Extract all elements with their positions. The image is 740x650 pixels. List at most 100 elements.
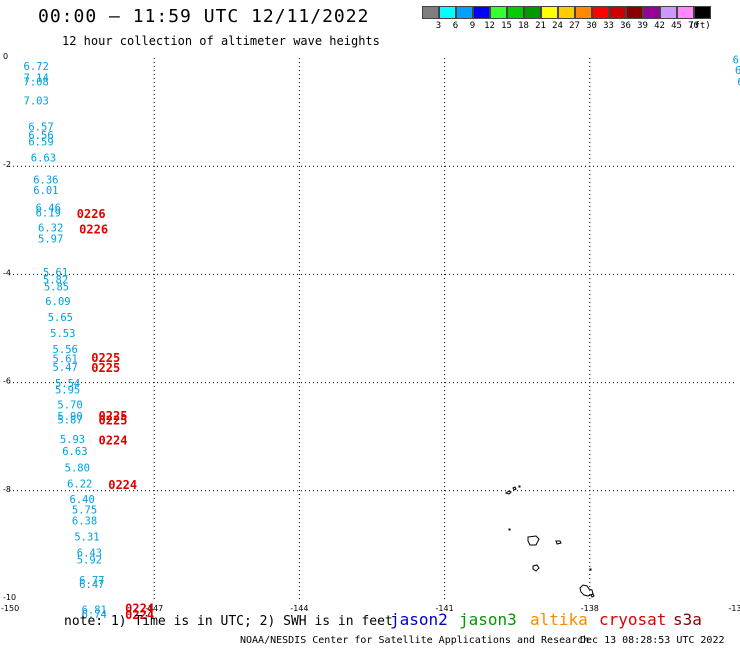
legend-jason3: jason3 xyxy=(459,610,517,629)
wave-height-label: 6.38 xyxy=(72,515,97,527)
map-title: 00:00 — 11:59 UTC 12/11/2022 xyxy=(38,6,370,27)
credit-text: NOAA/NESDIS Center for Satellite Applica… xyxy=(240,635,590,646)
wave-height-label: 6.56 xyxy=(28,130,53,142)
time-label: 0224 xyxy=(125,602,154,616)
wave-height-label: 5.95 xyxy=(55,384,80,396)
wave-height-label: 5.61 xyxy=(53,354,78,366)
wave-height-label: 5.92 xyxy=(77,554,102,566)
lat-tick-label: -2 xyxy=(3,160,11,169)
time-label: 0224 xyxy=(125,608,154,622)
lon-tick-label: -141 xyxy=(436,604,454,613)
scale-label: 45 xyxy=(671,21,682,31)
scale-swatch xyxy=(439,6,456,19)
scale-unit: (ft) xyxy=(689,21,711,31)
scale-swatch xyxy=(643,6,660,19)
time-label: 0226 xyxy=(77,207,106,221)
wave-height-label: 5.93 xyxy=(60,434,85,446)
wave-height-label: 6.1 xyxy=(733,54,740,66)
wave-height-label: 6.40 xyxy=(70,494,95,506)
time-label: 0225 xyxy=(91,361,120,375)
scale-swatch xyxy=(694,6,711,19)
scale-swatch xyxy=(507,6,524,19)
legend-jason2: jason2 xyxy=(390,610,448,629)
island-outline xyxy=(504,490,512,495)
scale-swatch xyxy=(541,6,558,19)
wave-height-label: 6.22 xyxy=(67,479,92,491)
legend-altika: altika xyxy=(530,610,588,629)
wave-height-label: 6.43 xyxy=(77,547,102,559)
wave-height-label: 6.09 xyxy=(45,296,70,308)
time-label: 0225 xyxy=(99,413,128,427)
scale-swatch xyxy=(575,6,592,19)
scale-label: 30 xyxy=(586,21,597,31)
wave-height-label: 6.4 xyxy=(737,77,740,89)
wave-height-label: 5.75 xyxy=(72,505,97,517)
wave-height-label: 6.57 xyxy=(28,121,53,133)
scale-swatch xyxy=(626,6,643,19)
scale-swatch xyxy=(422,6,439,19)
lon-tick-label: -138 xyxy=(581,604,599,613)
scale-label: 18 xyxy=(518,21,529,31)
scale-label: 70 xyxy=(688,21,699,31)
scale-swatch xyxy=(677,6,694,19)
island-outline xyxy=(555,540,562,545)
scale-label: 33 xyxy=(603,21,614,31)
scale-swatch xyxy=(490,6,507,19)
wave-height-label: 5.54 xyxy=(55,378,80,390)
scale-label: 21 xyxy=(535,21,546,31)
time-label: 0224 xyxy=(99,433,128,447)
scale-label: 6 xyxy=(452,21,459,31)
wave-height-label: 6.81 xyxy=(82,605,107,617)
scale-swatch xyxy=(473,6,490,19)
scale-swatch xyxy=(558,6,575,19)
wave-height-label: 5.82 xyxy=(43,275,68,287)
wave-height-label: 7.08 xyxy=(24,77,49,89)
legend-s3a: s3a xyxy=(673,610,702,629)
lat-tick-label: -6 xyxy=(3,377,11,386)
lat-tick-label: 0 xyxy=(3,52,8,61)
scale-label: 24 xyxy=(552,21,563,31)
wave-height-label: 6.74 xyxy=(82,609,107,621)
time-label: 0226 xyxy=(79,222,108,236)
wave-height-label: 7.14 xyxy=(24,72,49,84)
wave-height-label: 6.59 xyxy=(28,137,53,149)
color-scale xyxy=(422,6,711,19)
wave-height-label: 5.61 xyxy=(43,267,68,279)
scale-label: 27 xyxy=(569,21,580,31)
lat-tick-label: -8 xyxy=(3,485,11,494)
wave-height-label: 5.70 xyxy=(57,400,82,412)
wave-height-label: 6.47 xyxy=(79,579,104,591)
wave-height-label: 6.32 xyxy=(38,223,63,235)
scale-label: 9 xyxy=(469,21,476,31)
scale-swatch xyxy=(524,6,541,19)
scale-swatch xyxy=(592,6,609,19)
wave-height-label: 5.85 xyxy=(44,282,69,294)
scale-swatch xyxy=(660,6,677,19)
island-outline xyxy=(508,528,511,531)
scale-label: 15 xyxy=(501,21,512,31)
time-label: 0224 xyxy=(108,478,137,492)
lon-tick-label: -13 xyxy=(728,604,740,613)
wave-height-label: 6.63 xyxy=(31,152,56,164)
lat-tick-label: -10 xyxy=(3,593,16,602)
wave-height-label: 5.97 xyxy=(38,233,63,245)
wave-height-label: 6.77 xyxy=(79,575,104,587)
legend-cryosat: cryosat xyxy=(599,610,667,629)
timestamp-text: Dec 13 08:28:53 UTC 2022 xyxy=(580,635,725,646)
island-outline xyxy=(532,564,540,572)
wave-height-label: 5.31 xyxy=(74,532,99,544)
scale-label: 12 xyxy=(484,21,495,31)
island-outline xyxy=(527,535,540,546)
wave-height-label: 6.46 xyxy=(36,203,61,215)
island-outline xyxy=(579,584,594,597)
wave-height-label: 7.03 xyxy=(24,96,49,108)
wave-height-label: 5.47 xyxy=(53,362,78,374)
scale-swatch xyxy=(456,6,473,19)
wave-height-label: 5.56 xyxy=(53,344,78,356)
scale-label: 3 xyxy=(435,21,442,31)
wave-height-label: 6.63 xyxy=(62,446,87,458)
scale-label: 42 xyxy=(654,21,665,31)
wave-height-label: 5.90 xyxy=(57,411,82,423)
wave-height-label: 6.1 xyxy=(735,65,740,77)
